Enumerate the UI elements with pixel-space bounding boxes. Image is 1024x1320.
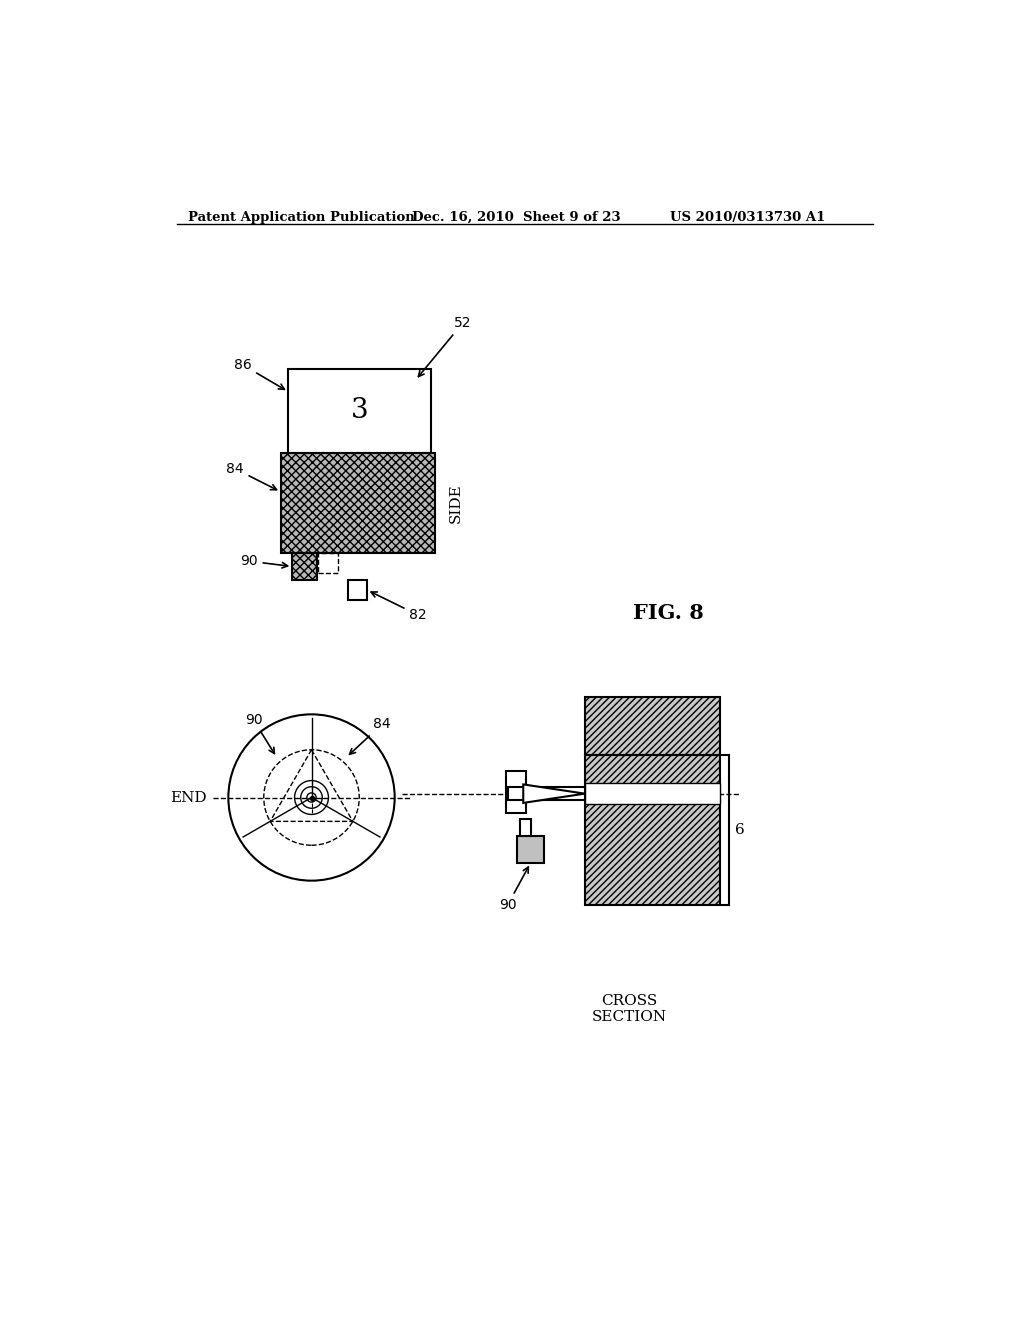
Bar — [289, 368, 431, 453]
Bar — [508, 788, 585, 800]
Text: FIG. 8: FIG. 8 — [633, 603, 703, 623]
Bar — [281, 453, 435, 553]
Text: Patent Application Publication: Patent Application Publication — [188, 211, 415, 224]
Bar — [517, 836, 544, 863]
Bar — [348, 581, 367, 599]
Text: 84: 84 — [349, 717, 391, 754]
Text: CROSS
SECTION: CROSS SECTION — [592, 994, 667, 1024]
Bar — [506, 771, 525, 813]
Bar — [520, 818, 531, 836]
Circle shape — [228, 714, 394, 880]
Bar — [585, 755, 720, 906]
Bar — [281, 453, 435, 553]
Bar — [585, 697, 720, 755]
Text: Dec. 16, 2010  Sheet 9 of 23: Dec. 16, 2010 Sheet 9 of 23 — [412, 211, 621, 224]
Text: 52: 52 — [419, 315, 471, 376]
Polygon shape — [523, 784, 585, 803]
Text: SIDE: SIDE — [449, 483, 463, 523]
Text: 84: 84 — [226, 462, 276, 490]
Text: 82: 82 — [371, 591, 427, 622]
Bar — [585, 783, 720, 804]
Bar — [585, 697, 720, 755]
Text: 90: 90 — [245, 714, 274, 754]
Text: END: END — [170, 791, 207, 804]
Text: US 2010/0313730 A1: US 2010/0313730 A1 — [670, 211, 825, 224]
Bar — [292, 553, 316, 581]
Text: 90: 90 — [499, 867, 528, 912]
Text: 86: 86 — [233, 358, 285, 389]
Bar — [585, 755, 720, 906]
Text: 90: 90 — [240, 554, 288, 568]
Text: 6: 6 — [735, 824, 744, 837]
Bar — [292, 553, 316, 581]
Text: 3: 3 — [351, 397, 369, 425]
Bar — [318, 553, 338, 573]
